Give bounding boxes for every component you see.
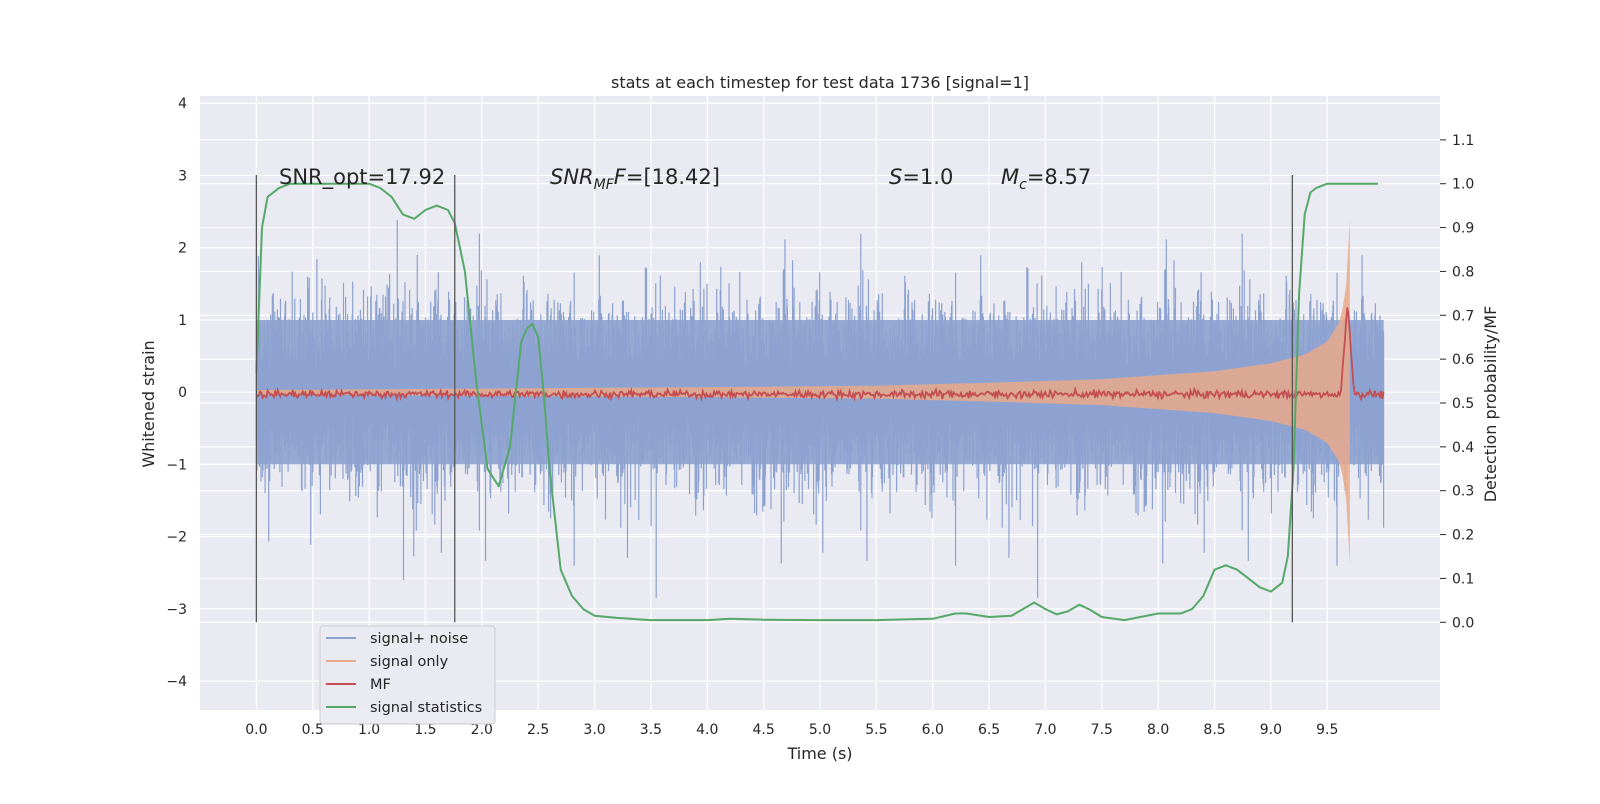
annotation-snr-mf-base: SNR bbox=[550, 165, 594, 189]
chart-title: stats at each timestep for test data 173… bbox=[611, 73, 1029, 92]
x-tick-label: 6.0 bbox=[922, 722, 944, 738]
x-axis-label: Time (s) bbox=[786, 744, 852, 763]
y-left-tick-label: 3 bbox=[178, 168, 187, 184]
y-axis-right-label: Detection probability/MF bbox=[1481, 306, 1500, 503]
series-mf bbox=[255, 307, 1385, 403]
x-tick-label: 4.0 bbox=[696, 722, 718, 738]
y-right-tick-label: 0.1 bbox=[1452, 571, 1474, 587]
series-signal-only bbox=[256, 218, 1350, 566]
y-left-tick-label: −3 bbox=[166, 602, 187, 618]
legend: signal+ noise signal only MF signal stat… bbox=[319, 625, 496, 725]
x-tick-label: 8.5 bbox=[1203, 722, 1225, 738]
legend-box bbox=[319, 625, 496, 725]
x-tick-label: 3.0 bbox=[583, 722, 605, 738]
y-left-tick-label: 0 bbox=[178, 385, 187, 401]
annotation-snr-mf: SNRMFF=[18.42] bbox=[550, 165, 720, 193]
annotation-s-label: S bbox=[889, 165, 902, 189]
legend-label-signal-only: signal only bbox=[370, 654, 449, 670]
y-left-tick-label: 2 bbox=[178, 241, 187, 257]
x-tick-label: 8.0 bbox=[1147, 722, 1169, 738]
annotation-snr-mf-sub: MF bbox=[594, 177, 615, 193]
y-left-tick-label: −4 bbox=[166, 674, 187, 690]
x-tick-label: 4.5 bbox=[753, 722, 775, 738]
x-tick-label: 2.5 bbox=[527, 722, 549, 738]
y-axis-left-label: Whitened strain bbox=[139, 340, 158, 467]
annotation-mc-sub: c bbox=[1019, 177, 1027, 193]
y-right-tick-label: 0.5 bbox=[1452, 396, 1474, 412]
x-tick-label: 3.5 bbox=[640, 722, 662, 738]
y-right-tick-label: 0.6 bbox=[1452, 352, 1474, 368]
legend-label-signal-noise: signal+ noise bbox=[370, 631, 468, 647]
x-tick-label: 0.0 bbox=[245, 722, 267, 738]
x-tick-label: 9.5 bbox=[1316, 722, 1338, 738]
series-signal-statistics bbox=[255, 182, 1378, 622]
x-tick-label: 1.0 bbox=[358, 722, 380, 738]
y-right-tick-label: 1.1 bbox=[1452, 133, 1474, 149]
y-left-tick-label: −2 bbox=[166, 530, 187, 546]
y-left-tick-label: −1 bbox=[166, 457, 187, 473]
x-tick-label: 6.5 bbox=[978, 722, 1000, 738]
y-right-tick-label: 0.8 bbox=[1452, 264, 1474, 280]
annotation-snr-opt: SNR_opt=17.92 bbox=[279, 165, 445, 190]
annotation-mc: Mc=8.57 bbox=[1001, 165, 1091, 193]
y-right-tick-label: 0.7 bbox=[1452, 308, 1474, 324]
x-tick-label: 5.0 bbox=[809, 722, 831, 738]
annotation-snr-mf-rest-f: F bbox=[614, 165, 627, 189]
annotation-s: S=1.0 bbox=[889, 165, 953, 189]
x-tick-label: 0.5 bbox=[302, 722, 324, 738]
y-right-tick-label: 1.0 bbox=[1452, 177, 1474, 193]
x-tick-label: 7.5 bbox=[1091, 722, 1113, 738]
y-right-tick-label: 0.3 bbox=[1452, 484, 1474, 500]
y-right-tick-label: 0.2 bbox=[1452, 528, 1474, 544]
legend-label-mf: MF bbox=[370, 677, 391, 693]
annotation-snr-mf-rest: =[18.42] bbox=[626, 165, 720, 189]
x-tick-label: 7.0 bbox=[1034, 722, 1056, 738]
annotation-mc-base: M bbox=[1001, 165, 1019, 189]
legend-label-signal-statistics: signal statistics bbox=[370, 700, 482, 716]
y-right-tick-label: 0.0 bbox=[1452, 615, 1474, 631]
y-left-tick-label: 1 bbox=[178, 313, 187, 329]
x-tick-label: 1.5 bbox=[414, 722, 436, 738]
y-left-tick-label: 4 bbox=[178, 96, 187, 112]
x-tick-label: 5.5 bbox=[865, 722, 887, 738]
x-tick-label: 9.0 bbox=[1260, 722, 1282, 738]
annotation-s-value: =1.0 bbox=[902, 165, 953, 189]
y-right-tick-label: 0.4 bbox=[1452, 440, 1474, 456]
x-tick-label: 2.0 bbox=[471, 722, 493, 738]
y-right-tick-label: 0.9 bbox=[1452, 221, 1474, 237]
annotation-mc-value: =8.57 bbox=[1027, 165, 1091, 189]
